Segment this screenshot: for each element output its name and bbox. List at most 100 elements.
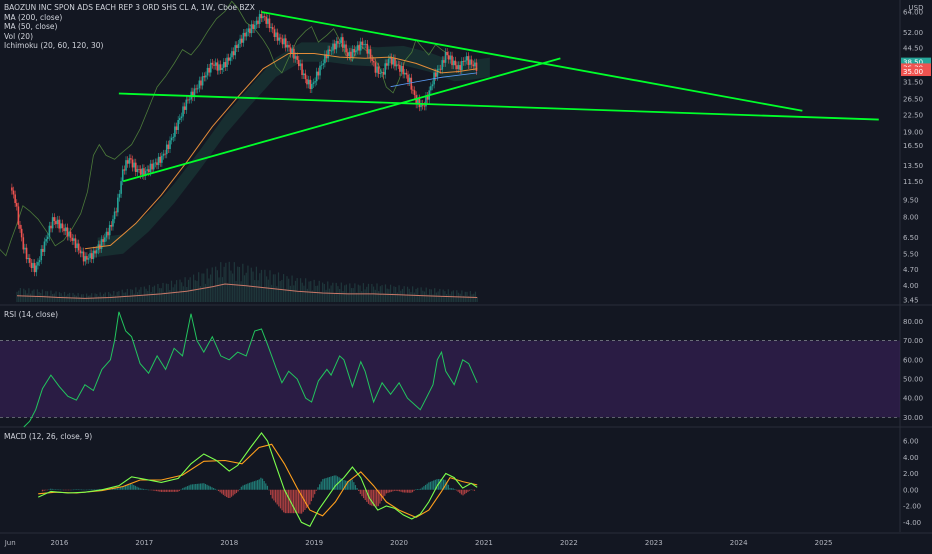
candle-body[interactable] xyxy=(249,28,251,34)
candle-body[interactable] xyxy=(157,156,160,166)
candle-body[interactable] xyxy=(294,56,297,59)
candle-body[interactable] xyxy=(219,64,222,71)
candle-body[interactable] xyxy=(159,156,162,163)
candle-body[interactable] xyxy=(425,95,427,107)
candle-body[interactable] xyxy=(464,60,466,62)
candle-body[interactable] xyxy=(107,231,109,236)
candle-body[interactable] xyxy=(441,60,444,70)
candle-body[interactable] xyxy=(301,63,303,76)
candle-body[interactable] xyxy=(66,227,69,237)
candle-body[interactable] xyxy=(12,190,15,195)
candle-body[interactable] xyxy=(281,38,284,45)
candle-body[interactable] xyxy=(68,231,70,237)
candle-body[interactable] xyxy=(315,71,318,82)
candle-body[interactable] xyxy=(218,64,220,71)
candle-body[interactable] xyxy=(201,76,204,86)
candle-body[interactable] xyxy=(208,67,210,73)
candle-body[interactable] xyxy=(156,162,158,166)
candle-body[interactable] xyxy=(368,49,370,54)
candle-body[interactable] xyxy=(426,95,429,100)
candle-body[interactable] xyxy=(24,247,26,250)
candle-body[interactable] xyxy=(372,61,375,63)
candle-body[interactable] xyxy=(46,236,49,240)
candle-body[interactable] xyxy=(174,126,176,137)
candle-body[interactable] xyxy=(237,43,240,48)
candle-body[interactable] xyxy=(335,41,338,50)
candle-body[interactable] xyxy=(120,181,122,194)
candle-body[interactable] xyxy=(104,237,106,242)
candle-body[interactable] xyxy=(247,28,250,33)
candle-body[interactable] xyxy=(377,66,380,74)
candle-body[interactable] xyxy=(117,197,119,213)
candle-body[interactable] xyxy=(121,169,124,182)
candle-body[interactable] xyxy=(304,73,307,80)
volume-ma-line[interactable] xyxy=(16,283,478,299)
candle-body[interactable] xyxy=(226,57,228,68)
candle-body[interactable] xyxy=(35,265,38,273)
candle-body[interactable] xyxy=(400,65,403,72)
legend-ma200[interactable]: MA (200, close) xyxy=(4,12,63,22)
candle-body[interactable] xyxy=(399,64,401,72)
candle-body[interactable] xyxy=(337,41,339,44)
rsi-label[interactable]: RSI (14, close) xyxy=(4,310,59,319)
candle-body[interactable] xyxy=(376,66,378,73)
candle-body[interactable] xyxy=(374,62,377,73)
candle-body[interactable] xyxy=(133,162,135,168)
candle-body[interactable] xyxy=(389,57,391,60)
candle-body[interactable] xyxy=(395,64,398,67)
candle-body[interactable] xyxy=(356,45,359,51)
candle-body[interactable] xyxy=(188,99,191,101)
candle-body[interactable] xyxy=(242,32,245,43)
candle-body[interactable] xyxy=(392,58,395,65)
candle-body[interactable] xyxy=(312,82,315,84)
candle-body[interactable] xyxy=(258,14,261,24)
candle-body[interactable] xyxy=(211,62,214,65)
candle-body[interactable] xyxy=(118,193,121,198)
candle-body[interactable] xyxy=(379,72,382,74)
legend-volume[interactable]: Vol (20) xyxy=(4,31,34,41)
candle-body[interactable] xyxy=(430,86,432,91)
candle-body[interactable] xyxy=(320,64,323,66)
candle-body[interactable] xyxy=(112,219,114,227)
candle-body[interactable] xyxy=(170,137,173,141)
candle-body[interactable] xyxy=(306,79,308,85)
candle-body[interactable] xyxy=(338,43,341,44)
candle-body[interactable] xyxy=(384,63,386,75)
candle-body[interactable] xyxy=(71,237,74,241)
candle-body[interactable] xyxy=(332,43,334,51)
candle-body[interactable] xyxy=(17,206,20,225)
candle-body[interactable] xyxy=(76,243,78,249)
candle-body[interactable] xyxy=(470,59,473,65)
candle-body[interactable] xyxy=(79,250,82,254)
candle-body[interactable] xyxy=(203,76,206,78)
candle-body[interactable] xyxy=(239,38,241,44)
candle-body[interactable] xyxy=(408,77,411,82)
candle-body[interactable] xyxy=(50,225,52,229)
candle-body[interactable] xyxy=(20,228,23,238)
candle-body[interactable] xyxy=(467,56,470,65)
candle-body[interactable] xyxy=(444,52,447,63)
candle-body[interactable] xyxy=(311,83,313,89)
candle-body[interactable] xyxy=(322,63,325,65)
candle-body[interactable] xyxy=(299,63,302,67)
trendline-2[interactable] xyxy=(122,57,561,183)
candle-body[interactable] xyxy=(348,51,351,57)
candle-body[interactable] xyxy=(95,250,98,254)
candle-body[interactable] xyxy=(273,29,276,37)
rsi-line[interactable] xyxy=(23,311,478,428)
candle-body[interactable] xyxy=(74,238,77,249)
candle-body[interactable] xyxy=(412,89,414,91)
candle-body[interactable] xyxy=(123,169,126,171)
candle-body[interactable] xyxy=(196,88,199,90)
candle-body[interactable] xyxy=(40,248,43,261)
candle-body[interactable] xyxy=(302,73,305,76)
candle-body[interactable] xyxy=(69,231,72,238)
candle-body[interactable] xyxy=(371,58,373,62)
candle-body[interactable] xyxy=(420,103,422,108)
candle-body[interactable] xyxy=(236,45,238,48)
candle-body[interactable] xyxy=(154,162,157,164)
candle-body[interactable] xyxy=(465,56,468,61)
candle-body[interactable] xyxy=(284,38,287,48)
candle-body[interactable] xyxy=(369,49,372,59)
